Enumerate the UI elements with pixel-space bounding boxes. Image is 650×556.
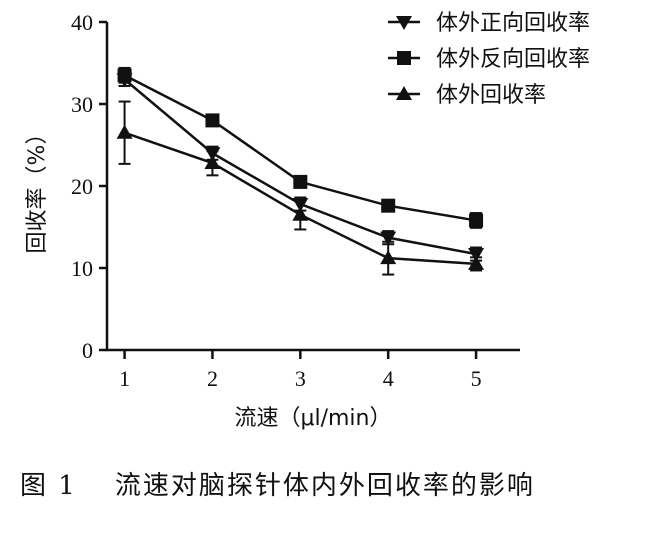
data-point	[117, 68, 132, 83]
legend-label: 体外反向回收率	[436, 47, 590, 72]
y-axis-label: 回收率（%）	[25, 123, 50, 254]
x-tick-label: 1	[119, 366, 130, 391]
legend-item: 体外正向回收率	[388, 11, 590, 36]
legend-item: 体外反向回收率	[388, 47, 590, 72]
x-tick-label: 5	[471, 366, 482, 391]
x-tick-label: 3	[295, 366, 306, 391]
data-point	[205, 113, 220, 128]
x-axis-label: 流速（μl/min）	[234, 406, 391, 431]
data-point	[468, 248, 485, 263]
y-ticks: 0 10 20 30 40	[71, 10, 107, 363]
figure-caption-text: 流速对脑探针体内外回收率的影响	[114, 471, 535, 501]
legend-label: 体外回收率	[436, 83, 546, 108]
data-point	[293, 174, 308, 189]
data-point	[204, 155, 221, 170]
data-point	[469, 213, 484, 228]
data-point	[381, 198, 396, 213]
x-tick-label: 2	[207, 366, 218, 391]
legend-marker	[397, 51, 411, 65]
legend-marker	[396, 86, 412, 100]
data-point	[468, 255, 485, 270]
y-tick-label: 30	[71, 92, 93, 117]
x-tick-label: 4	[383, 366, 394, 391]
figure-caption-label: 图 1	[20, 471, 77, 501]
figure-caption: 图 1 流速对脑探针体内外回收率的影响	[20, 465, 535, 502]
series-layer	[116, 66, 485, 276]
y-tick-label: 20	[71, 174, 93, 199]
data-point	[380, 231, 397, 246]
data-point	[116, 124, 133, 139]
series-square	[117, 66, 484, 229]
data-point	[380, 250, 397, 265]
data-point	[292, 206, 309, 221]
y-tick-label: 10	[71, 256, 93, 281]
series-triangle-up	[116, 100, 485, 276]
series-triangle-down	[116, 71, 485, 263]
legend-marker	[396, 16, 412, 30]
y-tick-label: 40	[71, 10, 93, 35]
y-tick-label: 0	[82, 338, 93, 363]
x-ticks: 1 2 3 4 5	[119, 350, 482, 391]
legend-label: 体外正向回收率	[436, 11, 590, 36]
legend-item: 体外回收率	[388, 83, 546, 108]
